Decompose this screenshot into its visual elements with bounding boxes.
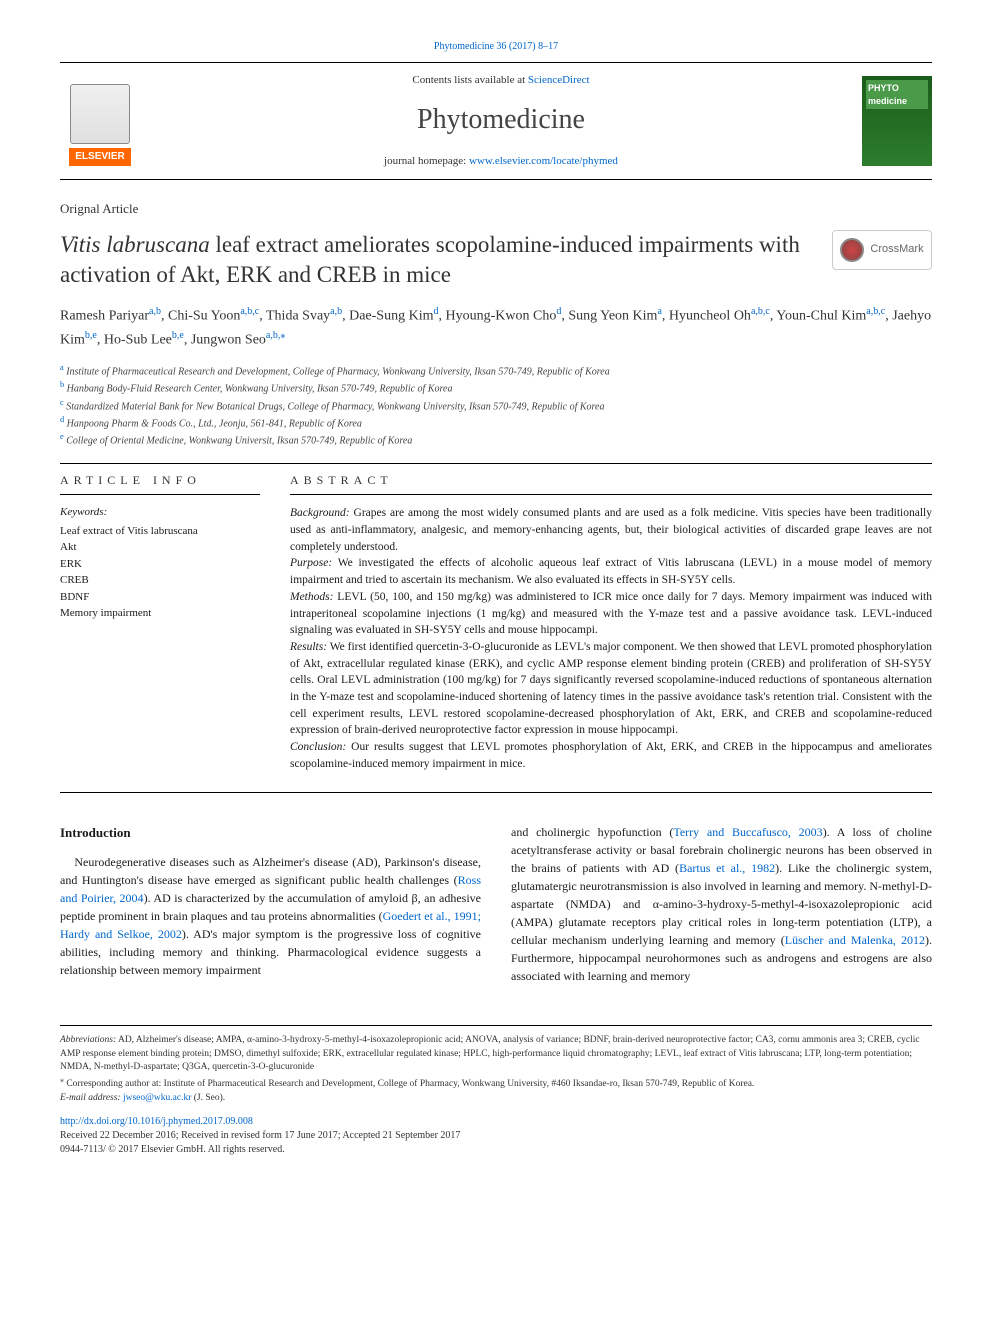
keyword-item: ERK <box>60 556 260 573</box>
abstract-results: We first identified quercetin-3-O-glucur… <box>290 641 932 736</box>
abstract-results-label: Results: <box>290 641 327 653</box>
citation-link[interactable]: Lüscher and Malenka, 2012 <box>785 933 925 947</box>
citation-link[interactable]: Terry and Buccafusco, 2003 <box>673 825 822 839</box>
journal-name: Phytomedicine <box>140 100 862 139</box>
received-dates: Received 22 December 2016; Received in r… <box>60 1129 932 1143</box>
affiliation-line: b Hanbang Body-Fluid Research Center, Wo… <box>60 379 932 396</box>
abstract-text: Background: Grapes are among the most wi… <box>290 505 932 772</box>
affiliations: a Institute of Pharmaceutical Research a… <box>60 362 932 449</box>
citation-link[interactable]: Bartus et al., 1982 <box>679 861 775 875</box>
abstract-column: ABSTRACT Background: Grapes are among th… <box>290 472 932 773</box>
keyword-item: Akt <box>60 539 260 556</box>
contents-line: Contents lists available at ScienceDirec… <box>140 73 862 88</box>
body-col-right: and cholinergic hypofunction (Terry and … <box>511 823 932 985</box>
crossmark-label: CrossMark <box>870 242 923 257</box>
email-line: E-mail address: jwseo@wku.ac.kr (J. Seo)… <box>60 1092 932 1105</box>
abstract-methods: LEVL (50, 100, and 150 mg/kg) was admini… <box>290 591 932 636</box>
abstract-methods-label: Methods: <box>290 591 333 603</box>
affiliation-line: a Institute of Pharmaceutical Research a… <box>60 362 932 379</box>
contents-prefix: Contents lists available at <box>412 74 527 86</box>
abstract-purpose-label: Purpose: <box>290 557 332 569</box>
body-columns: Introduction Neurodegenerative diseases … <box>60 823 932 985</box>
abstract-background: Grapes are among the most widely consume… <box>290 507 932 552</box>
article-info-heading: ARTICLE INFO <box>60 472 260 496</box>
keyword-item: BDNF <box>60 589 260 606</box>
homepage-line: journal homepage: www.elsevier.com/locat… <box>140 154 862 169</box>
divider <box>60 463 932 464</box>
affiliation-line: d Hanpoong Pharm & Foods Co., Ltd., Jeon… <box>60 414 932 431</box>
corresponding-author: ⁎ Corresponding author at: Institute of … <box>60 1074 932 1091</box>
title-italic-species: Vitis labruscana <box>60 232 210 257</box>
citation-link[interactable]: Goedert et al., 1991; Hardy and Selkoe, … <box>60 909 481 941</box>
author-list: Ramesh Pariyara,b, Chi-Su Yoona,b,c, Thi… <box>60 304 932 352</box>
journal-cover-title: PHYTO medicine <box>866 80 928 109</box>
journal-header: ELSEVIER Contents lists available at Sci… <box>60 62 932 180</box>
abbreviations: Abbreviations: AD, Alzheimer's disease; … <box>60 1034 932 1074</box>
article-type: Orignal Article <box>60 200 932 218</box>
article-title: Vitis labruscana leaf extract ameliorate… <box>60 230 812 290</box>
elsevier-logo: ELSEVIER <box>60 76 140 166</box>
sciencedirect-link[interactable]: ScienceDirect <box>528 74 590 86</box>
abstract-purpose: We investigated the effects of alcoholic… <box>290 557 932 586</box>
keywords-label: Keywords: <box>60 505 260 520</box>
elsevier-tree-icon <box>70 84 130 144</box>
abbrev-label: Abbreviations: <box>60 1035 116 1045</box>
introduction-heading: Introduction <box>60 823 481 843</box>
journal-cover: PHYTO medicine <box>862 76 932 166</box>
homepage-prefix: journal homepage: <box>384 155 469 167</box>
article-info-column: ARTICLE INFO Keywords: Leaf extract of V… <box>60 472 260 773</box>
email-suffix: (J. Seo). <box>191 1093 225 1103</box>
journal-citation: Phytomedicine 36 (2017) 8–17 <box>60 40 932 54</box>
keyword-item: CREB <box>60 572 260 589</box>
citation-link[interactable]: Ross and Poirier, 2004 <box>60 873 481 905</box>
corresp-text: Corresponding author at: Institute of Ph… <box>64 1079 754 1089</box>
affiliation-line: c Standardized Material Bank for New Bot… <box>60 397 932 414</box>
homepage-link[interactable]: www.elsevier.com/locate/phymed <box>469 155 618 167</box>
abbrev-text: AD, Alzheimer's disease; AMPA, α-amino-3… <box>60 1035 920 1072</box>
keyword-item: Memory impairment <box>60 605 260 622</box>
keywords-list: Leaf extract of Vitis labruscanaAktERKCR… <box>60 523 260 622</box>
intro-para-2: and cholinergic hypofunction (Terry and … <box>511 823 932 985</box>
abstract-conclusion-label: Conclusion: <box>290 741 346 753</box>
crossmark-badge[interactable]: CrossMark <box>832 230 932 270</box>
abstract-background-label: Background: <box>290 507 350 519</box>
crossmark-icon <box>840 238 864 262</box>
email-label: E-mail address: <box>60 1093 123 1103</box>
issn-copyright: 0944-7113/ © 2017 Elsevier GmbH. All rig… <box>60 1143 932 1157</box>
elsevier-label: ELSEVIER <box>69 148 130 166</box>
abstract-conclusion: Our results suggest that LEVL promotes p… <box>290 741 932 770</box>
intro-para-1: Neurodegenerative diseases such as Alzhe… <box>60 853 481 979</box>
email-link[interactable]: jwseo@wku.ac.kr <box>123 1093 191 1103</box>
abstract-heading: ABSTRACT <box>290 472 932 496</box>
body-col-left: Introduction Neurodegenerative diseases … <box>60 823 481 985</box>
doi-link[interactable]: http://dx.doi.org/10.1016/j.phymed.2017.… <box>60 1115 932 1129</box>
footer: Abbreviations: AD, Alzheimer's disease; … <box>60 1025 932 1157</box>
divider <box>60 792 932 793</box>
keyword-item: Leaf extract of Vitis labruscana <box>60 523 260 540</box>
affiliation-line: e College of Oriental Medicine, Wonkwang… <box>60 431 932 448</box>
